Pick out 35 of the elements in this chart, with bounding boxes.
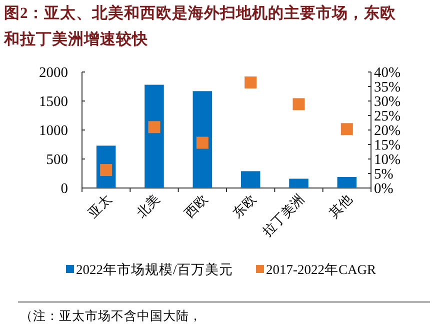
point [196,136,208,149]
y-tick-label: 1000 [39,123,68,139]
y2-tick-label: 20% [374,123,401,139]
y2-tick-label: 35% [374,80,401,96]
y2-tick-label: 30% [374,94,401,110]
bar [337,176,357,188]
y-tick-label: 0 [60,181,68,197]
y2-tick-label: 40% [374,65,401,81]
legend-label: 2022年市场规模/百万美元 [76,262,233,277]
text: （注：亚太市场不含中国大陆， [20,309,202,323]
y2-tick-label: 15% [374,138,401,154]
y2-tick-label: 10% [374,152,401,168]
y-tick-label: 500 [46,152,68,168]
point [292,98,305,110]
x-tick-label: 东欧 [230,192,259,221]
point [340,123,353,136]
bar [192,91,212,188]
bar [144,84,164,188]
title: 图2：亚太、北美和西欧是海外扫地机的主要市场，东欧 [4,5,396,22]
point [244,76,257,88]
title: 和拉丁美洲增速较快 [4,31,148,48]
x-tick-label: 其他 [326,192,356,221]
x-tick-label: 亚太 [85,192,114,221]
bar [240,171,260,188]
y2-tick-label: 5% [374,166,394,182]
y2-tick-label: 0% [374,181,394,197]
bar [289,178,308,188]
x-tick-label: 北美 [133,192,162,221]
x-tick-label: 西欧 [182,192,211,221]
point [148,121,160,134]
legend-label: 2017-2022年CAGR [266,262,376,277]
y-tick-label: 1500 [39,94,68,110]
y2-tick-label: 25% [374,108,401,124]
x-tick-label: 拉丁美洲 [259,192,307,239]
y-tick-label: 2000 [39,65,68,81]
